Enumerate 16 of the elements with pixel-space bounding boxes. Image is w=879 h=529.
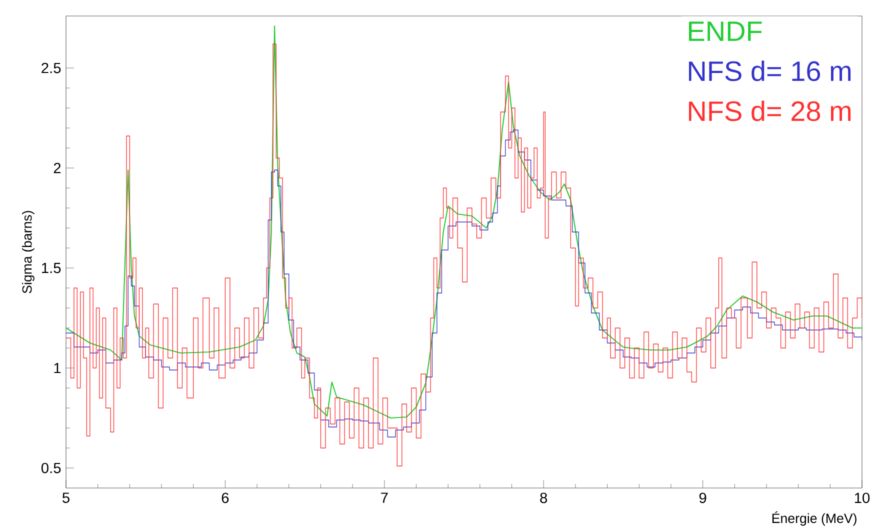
text: NFS d= 28 m [688, 100, 851, 122]
x-tick-label: 7 [381, 492, 388, 503]
text: NFS d= 16 m [688, 60, 851, 82]
y-tick-label: 1.5 [42, 262, 61, 274]
y-tick-label: 2 [54, 162, 61, 174]
x-tick-label: 6 [222, 492, 229, 504]
text: ENDF [688, 22, 762, 41]
y-tick-label: 1 [54, 362, 61, 374]
x-tick-label: 5 [62, 492, 70, 503]
y-tick-label: 2.5 [42, 62, 61, 74]
x-tick-label: 9 [699, 492, 706, 504]
x-axis-title: Énergie (MeV) [772, 511, 856, 526]
x-tick-label: 8 [540, 492, 548, 504]
y-axis-title: Sigma (barns) [22, 210, 34, 294]
y-tick-label: 0.5 [41, 462, 61, 474]
x-tick-label: 10 [854, 492, 870, 504]
